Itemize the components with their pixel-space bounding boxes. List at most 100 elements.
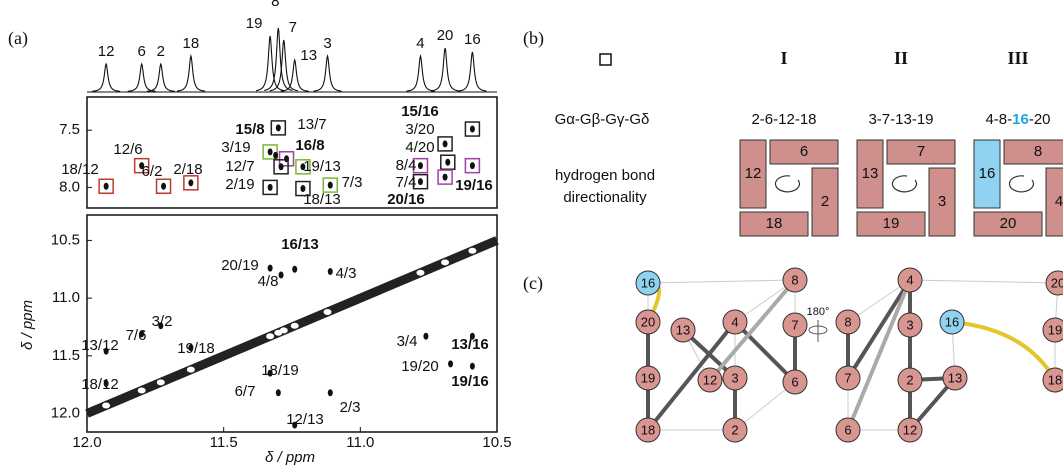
- cross-peak-label: 7/4: [396, 174, 417, 191]
- cross-peak: [188, 179, 193, 186]
- node-label: 16: [641, 275, 655, 290]
- spectrum-peak: [177, 56, 205, 91]
- cross-peak-label: 19/16: [455, 177, 493, 194]
- cross-peak: [418, 162, 423, 169]
- diagonal-peak: [157, 379, 165, 385]
- node-label: 6: [791, 374, 798, 389]
- x-tick-label: 12.0: [72, 434, 101, 451]
- spectrum-peak: [407, 56, 435, 91]
- cross-peak: [443, 174, 448, 181]
- cross-peak: [273, 152, 278, 159]
- residue-label: 18: [766, 215, 783, 232]
- residue-label: 20: [1000, 215, 1017, 232]
- node-label: 6: [844, 422, 851, 437]
- y-tick-label: 12.0: [51, 405, 80, 422]
- residue-label: 3: [938, 193, 946, 210]
- sequence-part: 3-7-13-19: [868, 111, 933, 128]
- residue-label: 2: [821, 193, 829, 210]
- node-label: 2: [731, 422, 738, 437]
- diagonal-peak: [416, 270, 424, 276]
- peak-label: 2: [157, 43, 165, 60]
- cube-edge: [648, 280, 795, 283]
- cross-peak: [104, 183, 109, 190]
- y-tick-label: 11.5: [52, 347, 80, 364]
- figure: (a) (b) (c) δ / ppm δ / ppm Gα-Gβ-Gγ-Gδ …: [0, 0, 1063, 467]
- cross-peak: [328, 182, 333, 189]
- peak-label: 20: [437, 27, 454, 44]
- cross-peak-label: 2/18: [173, 161, 202, 178]
- cross-peak: [423, 333, 428, 340]
- rotation-arrow: [775, 176, 799, 192]
- panel-label: (a): [8, 28, 28, 49]
- peak-label: 12: [98, 43, 115, 60]
- cross-peak-label: 7/3: [342, 174, 363, 191]
- cross-peak-label: 18/12: [61, 161, 99, 178]
- y-tick-label: 10.5: [51, 231, 80, 248]
- node-label: 18: [641, 422, 655, 437]
- diagonal-peak: [291, 323, 299, 329]
- residue-label: 7: [917, 143, 925, 160]
- node-label: 8: [791, 272, 798, 287]
- sequence-part: 4-8-: [985, 111, 1012, 128]
- panel-label: (c): [523, 273, 543, 294]
- y-axis-label: δ / ppm: [19, 300, 36, 350]
- peak-label: 6: [137, 43, 145, 60]
- cross-peak-label: 3/4: [397, 333, 418, 350]
- residue-label: 12: [745, 165, 762, 182]
- node-label: 16: [945, 314, 959, 329]
- cross-peak-label: 2/19: [225, 176, 254, 193]
- cross-peak-label: 4/8: [258, 273, 279, 290]
- legend-icon: [600, 54, 611, 65]
- node-label: 12: [703, 372, 717, 387]
- node-label: 2: [906, 372, 913, 387]
- y-tick-label: 7.5: [59, 121, 80, 138]
- cross-peak-label: 15/16: [401, 103, 439, 120]
- sequence-part: 16: [1012, 111, 1029, 128]
- diagonal-peak: [468, 248, 476, 254]
- cross-peak: [443, 140, 448, 147]
- residue-label: 13: [862, 165, 879, 182]
- diagonal-peak: [102, 402, 110, 408]
- spectrum-peak: [92, 64, 120, 91]
- residue-label: 19: [883, 215, 900, 232]
- spectrum-peak: [147, 64, 175, 91]
- cross-peak-label: 16/13: [281, 236, 319, 253]
- node-label: 20: [641, 314, 655, 329]
- cross-peak: [470, 126, 475, 133]
- x-tick-label: 11.5: [210, 434, 238, 451]
- node-label: 3: [906, 317, 913, 332]
- residue-label: 6: [800, 143, 808, 160]
- cross-peak-label: 3/20: [405, 121, 434, 138]
- rotation-label: 180°: [807, 306, 830, 318]
- diagonal-peak: [187, 367, 195, 373]
- diagonal-peak: [324, 309, 332, 315]
- cross-peak-label: 18/13: [303, 191, 341, 208]
- cross-peak-label: 19/16: [451, 373, 489, 390]
- group-numeral: II: [894, 48, 908, 68]
- spectrum-peak: [431, 48, 459, 91]
- panel-label: (b): [523, 28, 544, 49]
- cross-peak: [328, 389, 333, 396]
- cross-peak-label: 6/2: [142, 163, 163, 180]
- node-label: 19: [641, 370, 655, 385]
- cross-peak-label: 13/16: [451, 336, 489, 353]
- x-axis-label: δ / ppm: [265, 449, 315, 466]
- cross-peak-label: 2/3: [340, 399, 361, 416]
- cross-peak-label: 13/7: [297, 116, 326, 133]
- node-label: 7: [791, 317, 798, 332]
- node-label: 18: [1048, 372, 1062, 387]
- cross-peak: [276, 389, 281, 396]
- cross-peak-label: 19/13: [303, 158, 341, 175]
- cross-peak-label: 12/13: [286, 411, 324, 428]
- node-label: 13: [948, 370, 962, 385]
- hbond-highlight: [952, 322, 1055, 380]
- y-tick-label: 11.0: [52, 289, 80, 306]
- node-label: 12: [903, 422, 917, 437]
- cross-peak-label: 16/8: [295, 137, 324, 154]
- cross-peak: [268, 265, 273, 272]
- node-label: 7: [844, 370, 851, 385]
- cross-peak: [418, 178, 423, 185]
- x-tick-label: 10.5: [482, 434, 511, 451]
- cross-peak: [279, 163, 284, 170]
- peak-label: 16: [464, 31, 481, 48]
